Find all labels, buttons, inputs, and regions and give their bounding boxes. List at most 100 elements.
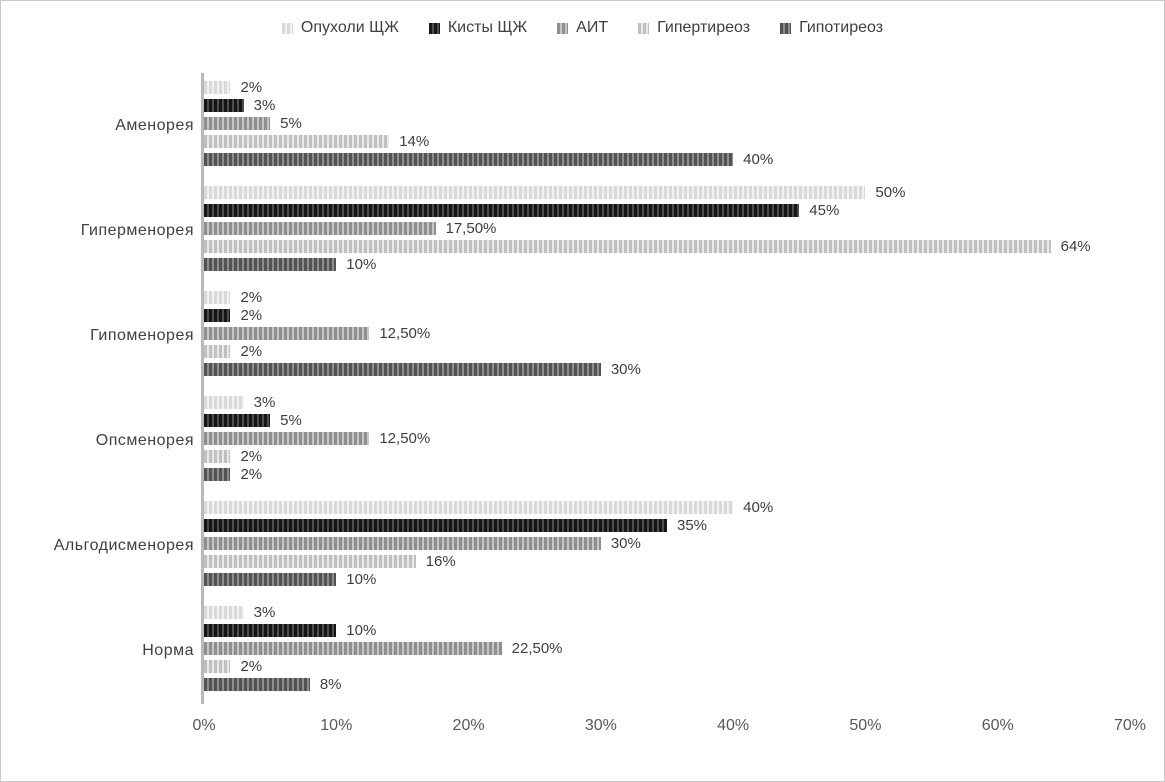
bar-group: 50% 45% 17,50% 64% 10% bbox=[204, 178, 1130, 283]
bar bbox=[204, 573, 337, 586]
bar bbox=[204, 396, 244, 409]
bar bbox=[204, 309, 231, 322]
bar-data-label: 2% bbox=[240, 658, 263, 675]
bar-row: 2% bbox=[204, 448, 1130, 465]
bar-row: 14% bbox=[204, 134, 1130, 149]
legend: Опухоли ЩЖ Кисты ЩЖ АИТ Гипертиреоз Гипотире… bbox=[1, 19, 1164, 37]
bar-row: 64% bbox=[204, 239, 1130, 254]
bar-data-label: 10% bbox=[346, 571, 377, 588]
bar bbox=[204, 660, 231, 673]
bar-row: 22,50% bbox=[204, 640, 1130, 657]
bar-row: 10% bbox=[204, 571, 1130, 588]
bar-data-label: 22,50% bbox=[511, 640, 563, 657]
bar-row: 5% bbox=[204, 115, 1130, 132]
bar-data-label: 2% bbox=[240, 448, 263, 465]
bar bbox=[204, 327, 370, 340]
bar-row: 3% bbox=[204, 98, 1130, 113]
x-axis-tick-label: 20% bbox=[452, 717, 485, 734]
bar-data-label: 35% bbox=[677, 517, 708, 534]
bar-row: 12,50% bbox=[204, 325, 1130, 342]
bar-data-label: 10% bbox=[346, 622, 377, 639]
bar-row: 2% bbox=[204, 289, 1130, 306]
bar bbox=[204, 240, 1051, 253]
bar-data-label: 8% bbox=[319, 676, 342, 693]
category-label: Альгодисменорея bbox=[53, 536, 194, 554]
bar bbox=[204, 624, 337, 637]
bar bbox=[204, 450, 231, 463]
bar-data-label: 12,50% bbox=[379, 325, 431, 342]
bar bbox=[204, 519, 667, 532]
bar bbox=[204, 204, 800, 217]
bar-data-label: 5% bbox=[280, 115, 302, 132]
legend-swatch-icon bbox=[780, 22, 792, 34]
bar bbox=[204, 642, 502, 655]
bar bbox=[204, 363, 601, 376]
bar-group: 2% 3% 5% 14% 40% bbox=[204, 73, 1130, 178]
bar-data-label: 40% bbox=[743, 499, 774, 516]
bar-row: 12,50% bbox=[204, 430, 1130, 447]
x-axis-tick-label: 10% bbox=[320, 717, 353, 734]
legend-swatch-icon bbox=[428, 22, 440, 34]
plot-area: 2% 3% 5% 14% 40% 50% 45% 17,50% 64% 10% 2% 2% 12,50%… bbox=[204, 73, 1130, 703]
legend-item: Кисты ЩЖ bbox=[428, 19, 528, 37]
bar-row: 16% bbox=[204, 554, 1130, 569]
bar bbox=[204, 99, 244, 112]
x-axis-tick-labels: 0% 10% 20% 30% 40% 50% 60% 70% bbox=[1, 717, 1164, 741]
bar-data-label: 2% bbox=[240, 466, 263, 483]
category-label: Аменорея bbox=[115, 116, 194, 134]
bar-data-label: 5% bbox=[280, 412, 302, 429]
bar bbox=[204, 186, 866, 199]
bar-row: 45% bbox=[204, 202, 1130, 219]
bar-row: 40% bbox=[204, 152, 1130, 167]
category-label: Гипоменорея bbox=[90, 326, 194, 344]
x-axis-tick-label: 70% bbox=[1113, 717, 1147, 734]
bar-row: 30% bbox=[204, 535, 1130, 552]
legend-item-label: АИТ bbox=[576, 19, 609, 36]
x-axis-tick-label: 60% bbox=[981, 717, 1014, 734]
bar-row: 35% bbox=[204, 517, 1130, 534]
bar-row: 50% bbox=[204, 184, 1130, 201]
bar-row: 2% bbox=[204, 658, 1130, 675]
bar bbox=[204, 345, 231, 358]
bar-data-label: 30% bbox=[610, 535, 641, 552]
bar-row: 2% bbox=[204, 343, 1130, 360]
bar-data-label: 45% bbox=[809, 202, 840, 219]
legend-item-label: Кисты ЩЖ bbox=[447, 19, 528, 36]
bar bbox=[204, 414, 271, 427]
x-axis-tick-label: 0% bbox=[192, 717, 216, 734]
bar-row: 3% bbox=[204, 604, 1130, 621]
bar-data-label: 2% bbox=[240, 307, 263, 324]
bar-group: 3% 10% 22,50% 2% 8% bbox=[204, 598, 1130, 703]
bar-data-label: 30% bbox=[610, 361, 641, 378]
x-axis-tick-label: 50% bbox=[849, 717, 882, 734]
bar bbox=[204, 135, 390, 148]
category-axis-labels: Аменорея Гиперменорея Гипоменорея Опсменоре… bbox=[1, 73, 194, 703]
bar bbox=[204, 153, 734, 166]
bar-data-label: 12,50% bbox=[379, 430, 431, 447]
bar bbox=[204, 501, 734, 514]
bar-row: 10% bbox=[204, 256, 1130, 273]
legend-swatch-icon bbox=[638, 22, 650, 34]
bar-data-label: 10% bbox=[346, 256, 377, 273]
bar-group: 40% 35% 30% 16% 10% bbox=[204, 493, 1130, 598]
bar-data-label: 2% bbox=[240, 289, 263, 306]
bar-row: 2% bbox=[204, 466, 1130, 483]
bar-row: 2% bbox=[204, 307, 1130, 324]
bar bbox=[204, 258, 337, 271]
legend-item: АИТ bbox=[557, 19, 608, 37]
bar-row: 8% bbox=[204, 676, 1130, 693]
legend-item: Гипертиреоз bbox=[638, 19, 750, 37]
bar-row: 17,50% bbox=[204, 221, 1130, 236]
category-label: Опсменорея bbox=[95, 431, 194, 449]
bar bbox=[204, 81, 231, 94]
x-axis-tick-label: 30% bbox=[584, 717, 617, 734]
bar-data-label: 50% bbox=[875, 184, 906, 201]
bar-row: 3% bbox=[204, 395, 1130, 410]
bar bbox=[204, 468, 231, 481]
bar-data-label: 2% bbox=[240, 343, 263, 360]
legend-item-label: Гипертиреоз bbox=[657, 19, 751, 36]
category-label: Гиперменорея bbox=[80, 221, 194, 239]
bar-data-label: 3% bbox=[253, 604, 276, 621]
bar bbox=[204, 678, 310, 691]
